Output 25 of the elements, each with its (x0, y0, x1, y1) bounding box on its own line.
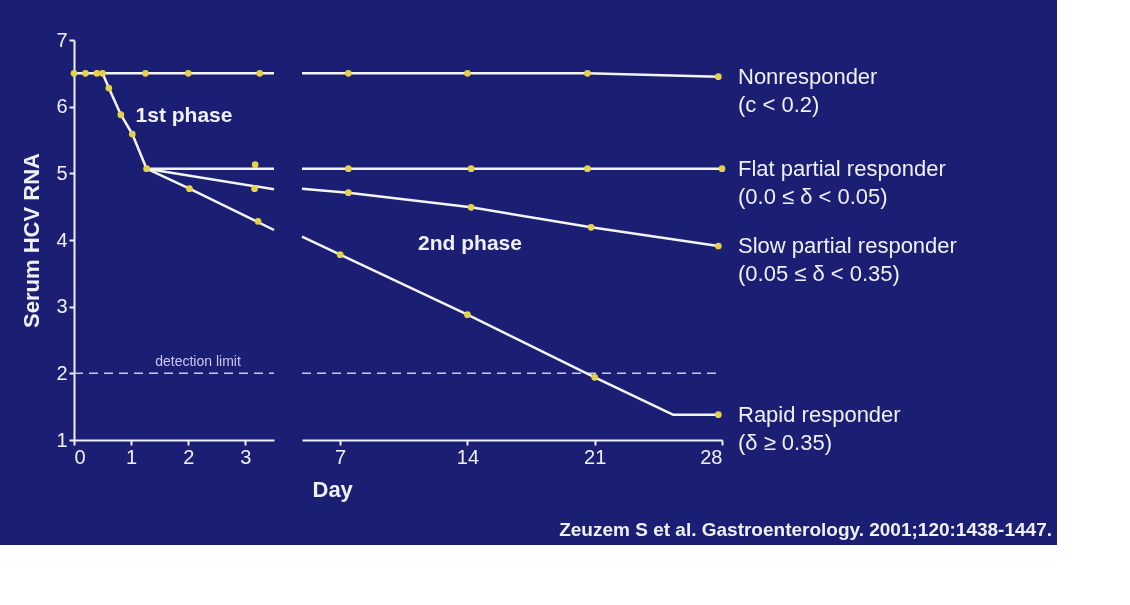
y-tick-label: 1 (56, 428, 68, 451)
y-axis-title: Serum HCV RNA (19, 152, 45, 328)
y-tick-label: 2 (56, 361, 68, 384)
y-tick-label: 7 (56, 28, 68, 51)
x-tick-label: 7 (335, 445, 347, 468)
x-tick-label: 1 (126, 445, 138, 468)
y-tick-label: 3 (56, 295, 68, 318)
x-tick-label: 21 (584, 445, 607, 468)
y-tick-label: 6 (56, 95, 68, 118)
text: Zeuzem S et al. Gastroenterology. 2001;120:1438-1447. (559, 519, 1052, 540)
annotation: 1st phase (135, 103, 233, 126)
series-label: Slow partial responder (0.05 ≤ δ < 0.35) (738, 233, 957, 286)
x-axis-title: Day (312, 476, 354, 502)
x-tick-label: 14 (456, 445, 480, 468)
x-tick-label: 3 (240, 445, 252, 468)
x-tick-label: 0 (74, 445, 86, 468)
annotation: 2nd phase (418, 231, 522, 254)
series-label: Nonresponder (c < 0.2) (738, 63, 878, 117)
ref-line-label: detection limit (155, 353, 241, 370)
x-tick-label: 28 (700, 445, 723, 468)
y-tick-label: 4 (56, 228, 68, 251)
x-tick-label: 2 (183, 445, 195, 468)
series-label: Flat partial responder (0.0 ≤ δ < 0.05) (738, 155, 946, 209)
y-tick-label: 5 (56, 161, 68, 184)
legend-label: Rapid responder (δ ≥ 0.35) (738, 401, 901, 455)
